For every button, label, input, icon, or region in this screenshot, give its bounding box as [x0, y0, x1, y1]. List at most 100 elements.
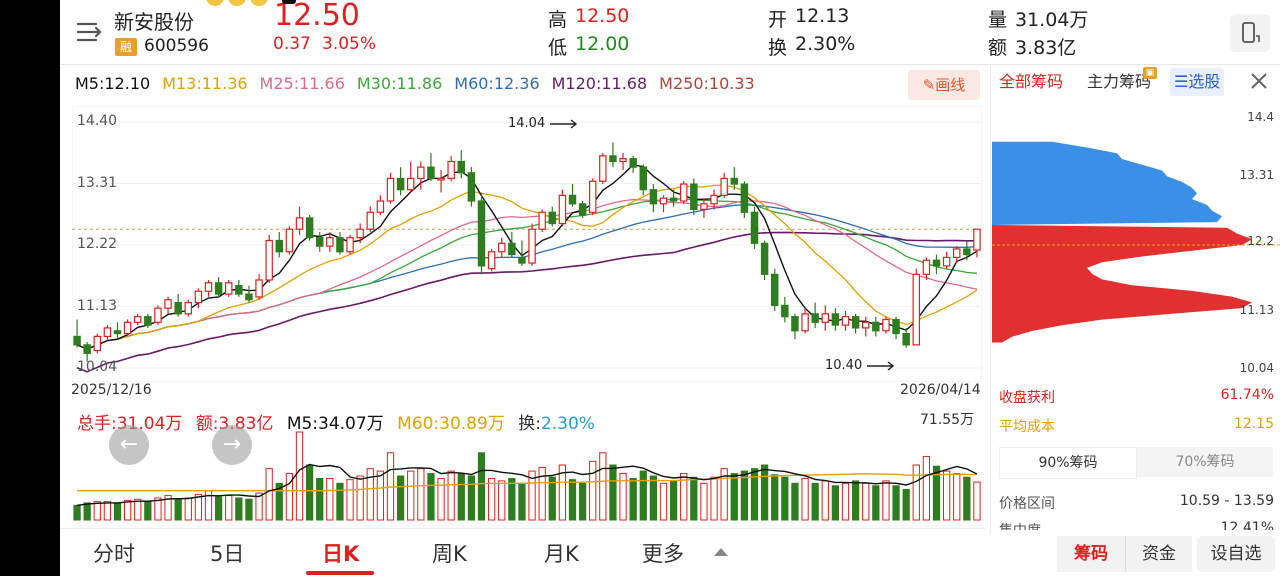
- volume-bar: [245, 498, 253, 521]
- tab-intraday[interactable]: 分时: [93, 542, 135, 566]
- caret-up-icon[interactable]: [714, 548, 728, 556]
- volume-bar: [235, 497, 243, 521]
- price-change: 0.37: [273, 34, 311, 54]
- ma13-line: [76, 184, 978, 350]
- candle-body: [690, 183, 698, 211]
- range-label: 价格区间: [999, 496, 1055, 512]
- next-arrow-button[interactable]: →: [212, 425, 252, 465]
- funds-button[interactable]: 资金: [1125, 536, 1192, 572]
- volume-bar: [730, 473, 738, 521]
- candle-body: [811, 313, 819, 323]
- volume-bar: [963, 476, 971, 521]
- candle-body: [346, 237, 354, 253]
- volume-bar: [457, 473, 465, 521]
- volume-bar: [771, 474, 779, 521]
- volume-ma60-line: [77, 473, 977, 492]
- volume-bar: [447, 470, 455, 521]
- volume-bar: [781, 476, 789, 521]
- tab-70-chips[interactable]: 70%筹码: [1137, 447, 1273, 477]
- volume-bar: [113, 502, 122, 521]
- candle-body: [255, 279, 263, 298]
- volume-bar: [134, 498, 142, 521]
- volume-bar: [619, 473, 627, 521]
- candle-body: [679, 183, 688, 202]
- tab-more[interactable]: 更多: [642, 542, 684, 566]
- stock-picker-button[interactable]: ☰选股: [1170, 68, 1225, 96]
- candle-body: [457, 160, 466, 174]
- volume-bar: [103, 501, 112, 521]
- chip-tick-label: 14.4: [1247, 110, 1274, 124]
- candle-body: [144, 316, 152, 326]
- volume-bar: [720, 468, 728, 521]
- candle-body: [831, 313, 840, 326]
- chip-tick-label: 11.13: [1239, 303, 1274, 317]
- ma-legend-item: M5:12.10: [75, 74, 151, 93]
- tab-5day[interactable]: 5日: [210, 542, 245, 566]
- prev-arrow-button[interactable]: ←: [109, 425, 149, 465]
- amount-value: 3.83亿: [1015, 37, 1077, 59]
- chip-distribution-chart[interactable]: [992, 106, 1280, 376]
- candlestick-chart[interactable]: [72, 106, 982, 382]
- menu-icon[interactable]: [75, 18, 103, 46]
- volume-bar: [700, 482, 708, 521]
- phone-rotate-icon: [1242, 22, 1260, 43]
- tab-monthly-k[interactable]: 月K: [544, 542, 579, 566]
- volume-bar: [892, 485, 900, 521]
- tab-90-chips[interactable]: 90%筹码: [999, 447, 1137, 479]
- volume-bar: [690, 476, 698, 521]
- candle-body: [73, 335, 81, 346]
- volume-bar: [922, 455, 931, 521]
- volume-bar: [801, 477, 809, 521]
- candle-body: [821, 313, 830, 323]
- chips-button[interactable]: 筹码: [1057, 536, 1125, 572]
- draw-line-button[interactable]: ✎画线: [908, 70, 980, 100]
- volume-bar: [811, 482, 819, 521]
- candle-body: [437, 177, 445, 181]
- candle-body: [376, 200, 385, 213]
- range-value: 10.59 - 13.59: [1179, 493, 1274, 509]
- volume-m60: M60:30.89万: [397, 414, 505, 434]
- candle-body: [336, 237, 344, 253]
- add-watchlist-button[interactable]: 设自选: [1197, 536, 1275, 572]
- arrow-right-icon: [867, 360, 895, 371]
- stock-code: 600596: [144, 36, 209, 56]
- candle-body: [174, 301, 182, 315]
- bottom-divider: [60, 528, 985, 529]
- volume-bar: [427, 473, 435, 521]
- candle-body: [477, 200, 486, 267]
- candle-body: [356, 228, 364, 239]
- tab-weekly-k[interactable]: 周K: [432, 542, 467, 566]
- candle-body: [902, 332, 910, 346]
- candle-body: [599, 155, 607, 182]
- tab-daily-k[interactable]: 日K: [322, 542, 360, 566]
- volume-bar: [862, 482, 870, 521]
- volume-bar: [295, 431, 304, 521]
- volume-bar: [659, 482, 668, 521]
- close-icon[interactable]: [1248, 70, 1270, 92]
- volume-bar: [265, 468, 273, 521]
- candle-body: [396, 177, 405, 191]
- landscape-toggle-button[interactable]: [1230, 14, 1270, 52]
- chip-profit-area: [992, 141, 1222, 225]
- active-tab-indicator: [306, 571, 374, 575]
- candle-body: [315, 237, 324, 247]
- volume-bar: [589, 460, 597, 521]
- candle-body: [973, 228, 981, 251]
- price-tick-label: 13.31: [77, 174, 118, 191]
- candle-body: [113, 330, 122, 335]
- candle-body: [659, 197, 668, 205]
- candle-body: [841, 316, 850, 326]
- candle-body: [265, 239, 273, 281]
- tab-all-chips[interactable]: 全部筹码: [999, 72, 1064, 91]
- profit-value: 61.74%: [1220, 387, 1274, 403]
- volume-chart[interactable]: [72, 428, 982, 522]
- candle-body: [386, 177, 395, 202]
- emoji-icon: [250, 0, 268, 6]
- tab-main-chips[interactable]: 主力筹码 ▣: [1087, 67, 1157, 96]
- candle-body: [578, 203, 587, 216]
- candle-body: [770, 273, 779, 306]
- candle-body: [154, 307, 162, 323]
- candle-body: [629, 158, 637, 168]
- header-divider: [60, 64, 1280, 65]
- volume-bar: [821, 480, 829, 521]
